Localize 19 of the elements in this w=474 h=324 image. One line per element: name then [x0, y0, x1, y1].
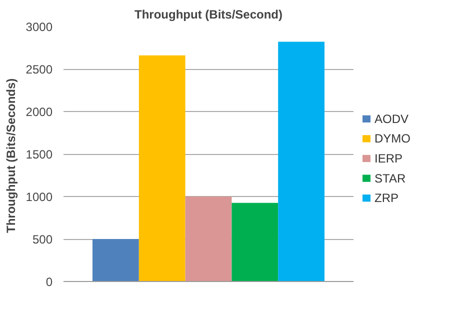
y-tick-label: 500 [32, 232, 53, 246]
bar [278, 42, 324, 282]
bar [138, 55, 186, 282]
y-tick-label: 2000 [26, 105, 53, 119]
legend-label: AODV [374, 112, 409, 126]
bar [185, 196, 232, 282]
y-tick-label: 0 [46, 275, 53, 289]
legend-label: ZRP [374, 191, 398, 206]
legend-label: DYMO [374, 132, 410, 146]
y-tick-label: 2500 [26, 62, 53, 76]
legend-label: IERP [374, 152, 403, 166]
y-tick-label: 3000 [26, 20, 53, 34]
y-tick-label: 1500 [26, 148, 53, 162]
legend-label: STAR [374, 171, 406, 186]
bar [92, 239, 139, 282]
bar [232, 202, 278, 282]
y-axis-title: Throughput (Bits/Seconds) [4, 78, 18, 233]
y-tick-label: 1000 [26, 190, 53, 204]
chart-title: Throughput (Bits/Second) [134, 8, 282, 22]
